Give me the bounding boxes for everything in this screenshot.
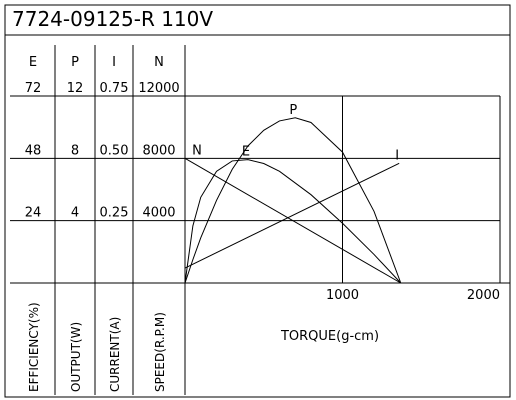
y-tick-label: 0.25 xyxy=(100,206,129,221)
x-tick-label: 2000 xyxy=(467,288,500,303)
chart-title: 7724-09125-R 110V xyxy=(12,7,213,31)
axis-name: E xyxy=(29,55,37,70)
series-line xyxy=(184,117,402,284)
axis-name: N xyxy=(154,55,164,70)
series-line xyxy=(184,159,402,284)
series-line xyxy=(184,157,402,284)
y-tick-label: 8000 xyxy=(142,143,175,158)
axis-name: P xyxy=(71,55,79,70)
y-tick-label: 0.50 xyxy=(100,143,129,158)
y-tick-label: 48 xyxy=(25,143,42,158)
series-label: E xyxy=(242,145,250,160)
y-tick-label: 0.75 xyxy=(100,81,129,96)
series-line xyxy=(184,162,400,269)
axis-label: SPEED(R.P.M) xyxy=(153,312,167,392)
axis-label: CURRENT(A) xyxy=(108,317,122,392)
y-tick-label: 4 xyxy=(71,206,79,221)
x-tick-label: 1000 xyxy=(326,288,359,303)
axis-label: EFFICIENCY(%) xyxy=(27,302,41,392)
axis-name: I xyxy=(112,55,116,70)
y-tick-label: 4000 xyxy=(142,206,175,221)
series-label: N xyxy=(192,143,202,158)
series-label: I xyxy=(395,148,399,163)
x-axis-label: TORQUE(g-cm) xyxy=(280,329,379,344)
frame xyxy=(4,4,511,398)
axis-label: OUTPUT(W) xyxy=(69,322,83,392)
series-label: P xyxy=(289,103,297,118)
y-tick-label: 24 xyxy=(25,206,42,221)
y-tick-label: 12 xyxy=(67,81,84,96)
y-tick-label: 72 xyxy=(25,81,42,96)
y-tick-label: 12000 xyxy=(138,81,179,96)
y-tick-label: 8 xyxy=(71,143,79,158)
